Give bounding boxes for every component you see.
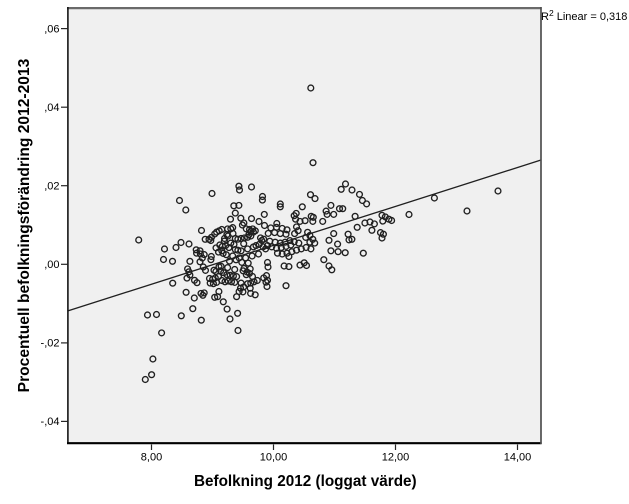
svg-text:10,00: 10,00	[260, 452, 288, 464]
svg-text:R2 Linear = 0,318: R2 Linear = 0,318	[541, 8, 627, 23]
svg-text:Befolkning 2012 (loggat värde): Befolkning 2012 (loggat värde)	[194, 473, 417, 490]
svg-text:-,04: -,04	[41, 416, 60, 428]
svg-text:-,02: -,02	[41, 338, 60, 350]
svg-text:,02: ,02	[44, 181, 59, 193]
svg-text:,04: ,04	[44, 102, 59, 114]
svg-text:Procentuell befolkningsförändr: Procentuell befolkningsförändring 2012-2…	[16, 58, 33, 392]
svg-text:8,00: 8,00	[141, 452, 162, 464]
svg-text:,00: ,00	[44, 259, 59, 271]
svg-text:14,00: 14,00	[504, 452, 532, 464]
svg-text:12,00: 12,00	[382, 452, 410, 464]
svg-text:,06: ,06	[44, 23, 59, 35]
